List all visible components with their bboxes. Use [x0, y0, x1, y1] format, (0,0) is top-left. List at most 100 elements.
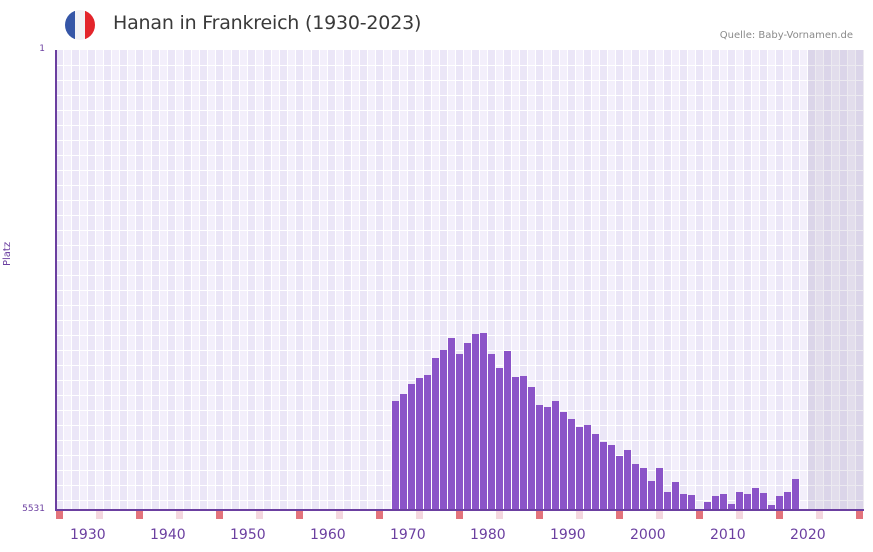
- bar-2005[interactable]: [672, 481, 679, 510]
- grid-column: [248, 50, 256, 510]
- bar-2017[interactable]: [768, 505, 775, 510]
- grid-column: [456, 50, 464, 510]
- grid-line: [56, 140, 864, 141]
- bar-1975[interactable]: [432, 358, 439, 510]
- grid-column: [352, 50, 360, 510]
- x-tick-label: 2020: [790, 527, 826, 543]
- bar-1979[interactable]: [464, 342, 471, 510]
- grid-column: [768, 50, 776, 510]
- bar-1984[interactable]: [504, 351, 511, 510]
- bar-1985[interactable]: [512, 376, 519, 510]
- grid-column: [664, 50, 672, 510]
- bar-2009[interactable]: [704, 501, 711, 510]
- bar-1972[interactable]: [408, 383, 415, 510]
- bar-1998[interactable]: [616, 455, 623, 510]
- grid-line: [56, 80, 864, 81]
- grid-column: [120, 50, 128, 510]
- grid-column: [576, 50, 584, 510]
- grid-column: [592, 50, 600, 510]
- bar-2002[interactable]: [648, 480, 655, 510]
- grid-column: [344, 50, 352, 510]
- bar-1987[interactable]: [528, 386, 535, 510]
- bar-1973[interactable]: [416, 377, 423, 510]
- grid-column: [400, 50, 408, 510]
- bar-2006[interactable]: [680, 493, 687, 510]
- grid-line: [56, 320, 864, 321]
- decade-marker: [296, 511, 303, 519]
- bar-2007[interactable]: [688, 494, 695, 510]
- bar-2010[interactable]: [712, 495, 719, 510]
- grid-column: [296, 50, 304, 510]
- flag-stripe-blue: [65, 10, 75, 40]
- bar-2012[interactable]: [728, 504, 735, 510]
- bar-1990[interactable]: [552, 400, 559, 510]
- grid-column: [160, 50, 168, 510]
- half-decade-marker: [416, 511, 423, 519]
- grid-column: [752, 50, 760, 510]
- bar-1974[interactable]: [424, 374, 431, 510]
- bar-1971[interactable]: [400, 393, 407, 510]
- grid-column: [376, 50, 384, 510]
- grid-column: [808, 50, 816, 510]
- bar-1980[interactable]: [472, 333, 479, 510]
- bar-1996[interactable]: [600, 441, 607, 510]
- bar-2001[interactable]: [640, 467, 647, 510]
- grid-column: [512, 50, 520, 510]
- bar-2004[interactable]: [664, 491, 671, 510]
- bar-1978[interactable]: [456, 354, 463, 510]
- grid-line: [56, 200, 864, 201]
- bar-1976[interactable]: [440, 350, 447, 510]
- bar-1997[interactable]: [608, 444, 615, 510]
- y-axis-title: Platz: [2, 241, 13, 266]
- grid-column: [416, 50, 424, 510]
- grid-line: [56, 170, 864, 171]
- bar-1977[interactable]: [448, 337, 455, 510]
- x-tick-label: 1980: [470, 527, 506, 543]
- bar-1994[interactable]: [584, 424, 591, 510]
- decade-marker: [536, 511, 543, 519]
- bar-2011[interactable]: [720, 493, 727, 510]
- grid-column: [432, 50, 440, 510]
- bar-1983[interactable]: [496, 368, 503, 510]
- grid-column: [744, 50, 752, 510]
- grid-column: [832, 50, 840, 510]
- y-tick-top: 1: [39, 44, 45, 54]
- future-shaded-region: [808, 50, 864, 510]
- grid-column: [320, 50, 328, 510]
- bar-1991[interactable]: [560, 412, 567, 510]
- bar-1995[interactable]: [592, 433, 599, 510]
- grid-column: [616, 50, 624, 510]
- bar-1993[interactable]: [576, 426, 583, 510]
- bar-1986[interactable]: [520, 375, 527, 510]
- grid-line: [56, 290, 864, 291]
- bar-2003[interactable]: [656, 467, 663, 510]
- bar-1981[interactable]: [480, 332, 487, 510]
- x-tick-label: 1960: [310, 527, 346, 543]
- bar-2020[interactable]: [792, 478, 799, 510]
- half-decade-marker: [736, 511, 743, 519]
- grid-column: [728, 50, 736, 510]
- bar-1988[interactable]: [536, 404, 543, 510]
- bar-1982[interactable]: [488, 354, 495, 510]
- x-tick-label: 2010: [710, 527, 746, 543]
- half-decade-marker: [496, 511, 503, 519]
- grid-column: [280, 50, 288, 510]
- grid-line: [56, 335, 864, 336]
- bar-2018[interactable]: [776, 495, 783, 510]
- flag-stripe-red: [85, 10, 95, 40]
- grid-column: [720, 50, 728, 510]
- bar-1999[interactable]: [624, 449, 631, 510]
- bar-1989[interactable]: [544, 406, 551, 510]
- grid-column: [544, 50, 552, 510]
- bar-2016[interactable]: [760, 492, 767, 510]
- bar-1992[interactable]: [568, 418, 575, 510]
- bar-2014[interactable]: [744, 493, 751, 510]
- bar-2015[interactable]: [752, 487, 759, 510]
- grid-column: [600, 50, 608, 510]
- decade-marker: [856, 511, 863, 519]
- bar-2013[interactable]: [736, 491, 743, 510]
- bar-2000[interactable]: [632, 464, 639, 510]
- bar-2019[interactable]: [784, 491, 791, 510]
- grid-column: [816, 50, 824, 510]
- bar-1970[interactable]: [392, 400, 399, 510]
